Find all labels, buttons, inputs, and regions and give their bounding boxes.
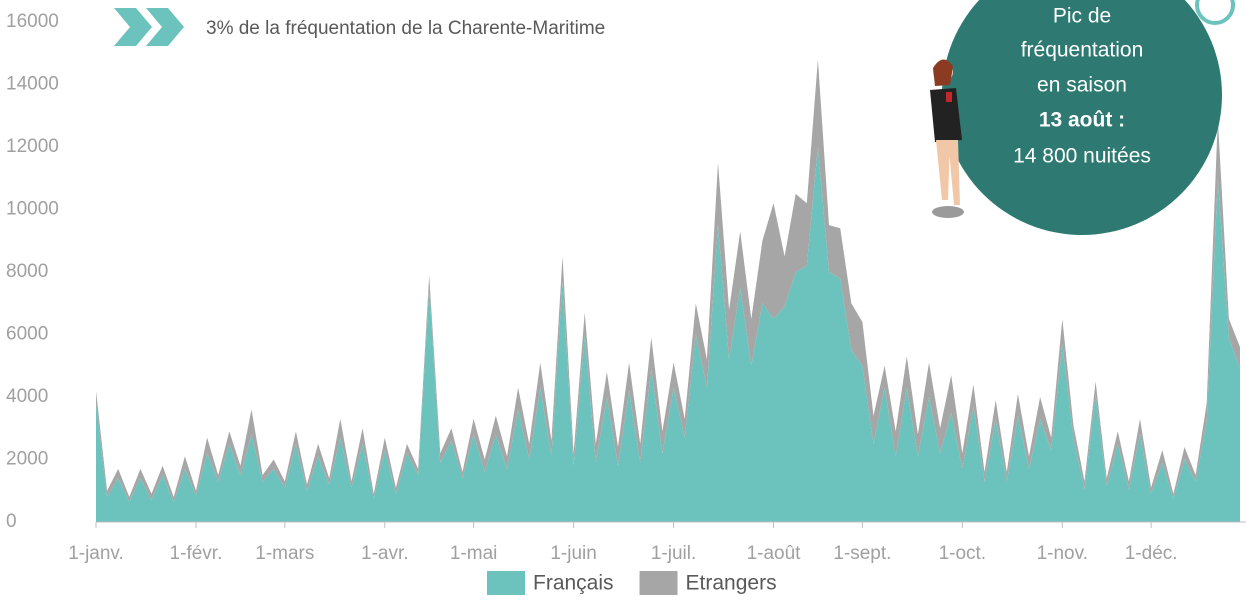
annotation: 14 800 nuitées (1013, 145, 1151, 168)
y-tick-label: 6000 (6, 324, 48, 345)
x-tick-label: 1-déc. (1125, 543, 1178, 564)
legend-label: Etrangers (686, 572, 777, 595)
x-tick-label: 1-nov. (1037, 543, 1088, 564)
y-tick-label: 16000 (6, 11, 59, 32)
legend-swatch (640, 571, 678, 595)
x-tick-label: 1-juin (550, 543, 596, 564)
y-tick-label: 8000 (6, 261, 48, 282)
y-tick-label: 14000 (6, 74, 59, 95)
x-tick-label: 1-janv. (68, 543, 124, 564)
x-tick-label: 1-juil. (651, 543, 696, 564)
x-tick-label: 1-avr. (361, 543, 409, 564)
x-tick-label: 1-oct. (939, 543, 987, 564)
decor-circle (1197, 0, 1233, 23)
y-tick-label: 12000 (6, 136, 59, 157)
legend-swatch (487, 571, 525, 595)
x-tick-label: 1-févr. (170, 543, 223, 564)
x-tick-label: 1-mai (450, 543, 498, 564)
annotation: Pic de (1053, 5, 1111, 28)
x-tick-label: 1-mars (255, 543, 314, 564)
x-tick-label: 1-août (747, 543, 802, 564)
chart: 3% de la fréquentation de la Charente-Ma… (0, 0, 1246, 597)
chevron-icon (114, 8, 184, 46)
y-tick-label: 2000 (6, 449, 48, 470)
x-tick-label: 1-sept. (833, 543, 891, 564)
annotation: fréquentation (1021, 39, 1144, 62)
y-tick-label: 0 (6, 511, 17, 532)
y-tick-label: 4000 (6, 386, 48, 407)
y-tick-label: 10000 (6, 199, 59, 220)
subtitle: 3% de la fréquentation de la Charente-Ma… (206, 18, 605, 39)
legend-label: Français (533, 572, 614, 595)
annotation: 13 août : (1039, 109, 1125, 132)
annotation: en saison (1037, 74, 1127, 97)
